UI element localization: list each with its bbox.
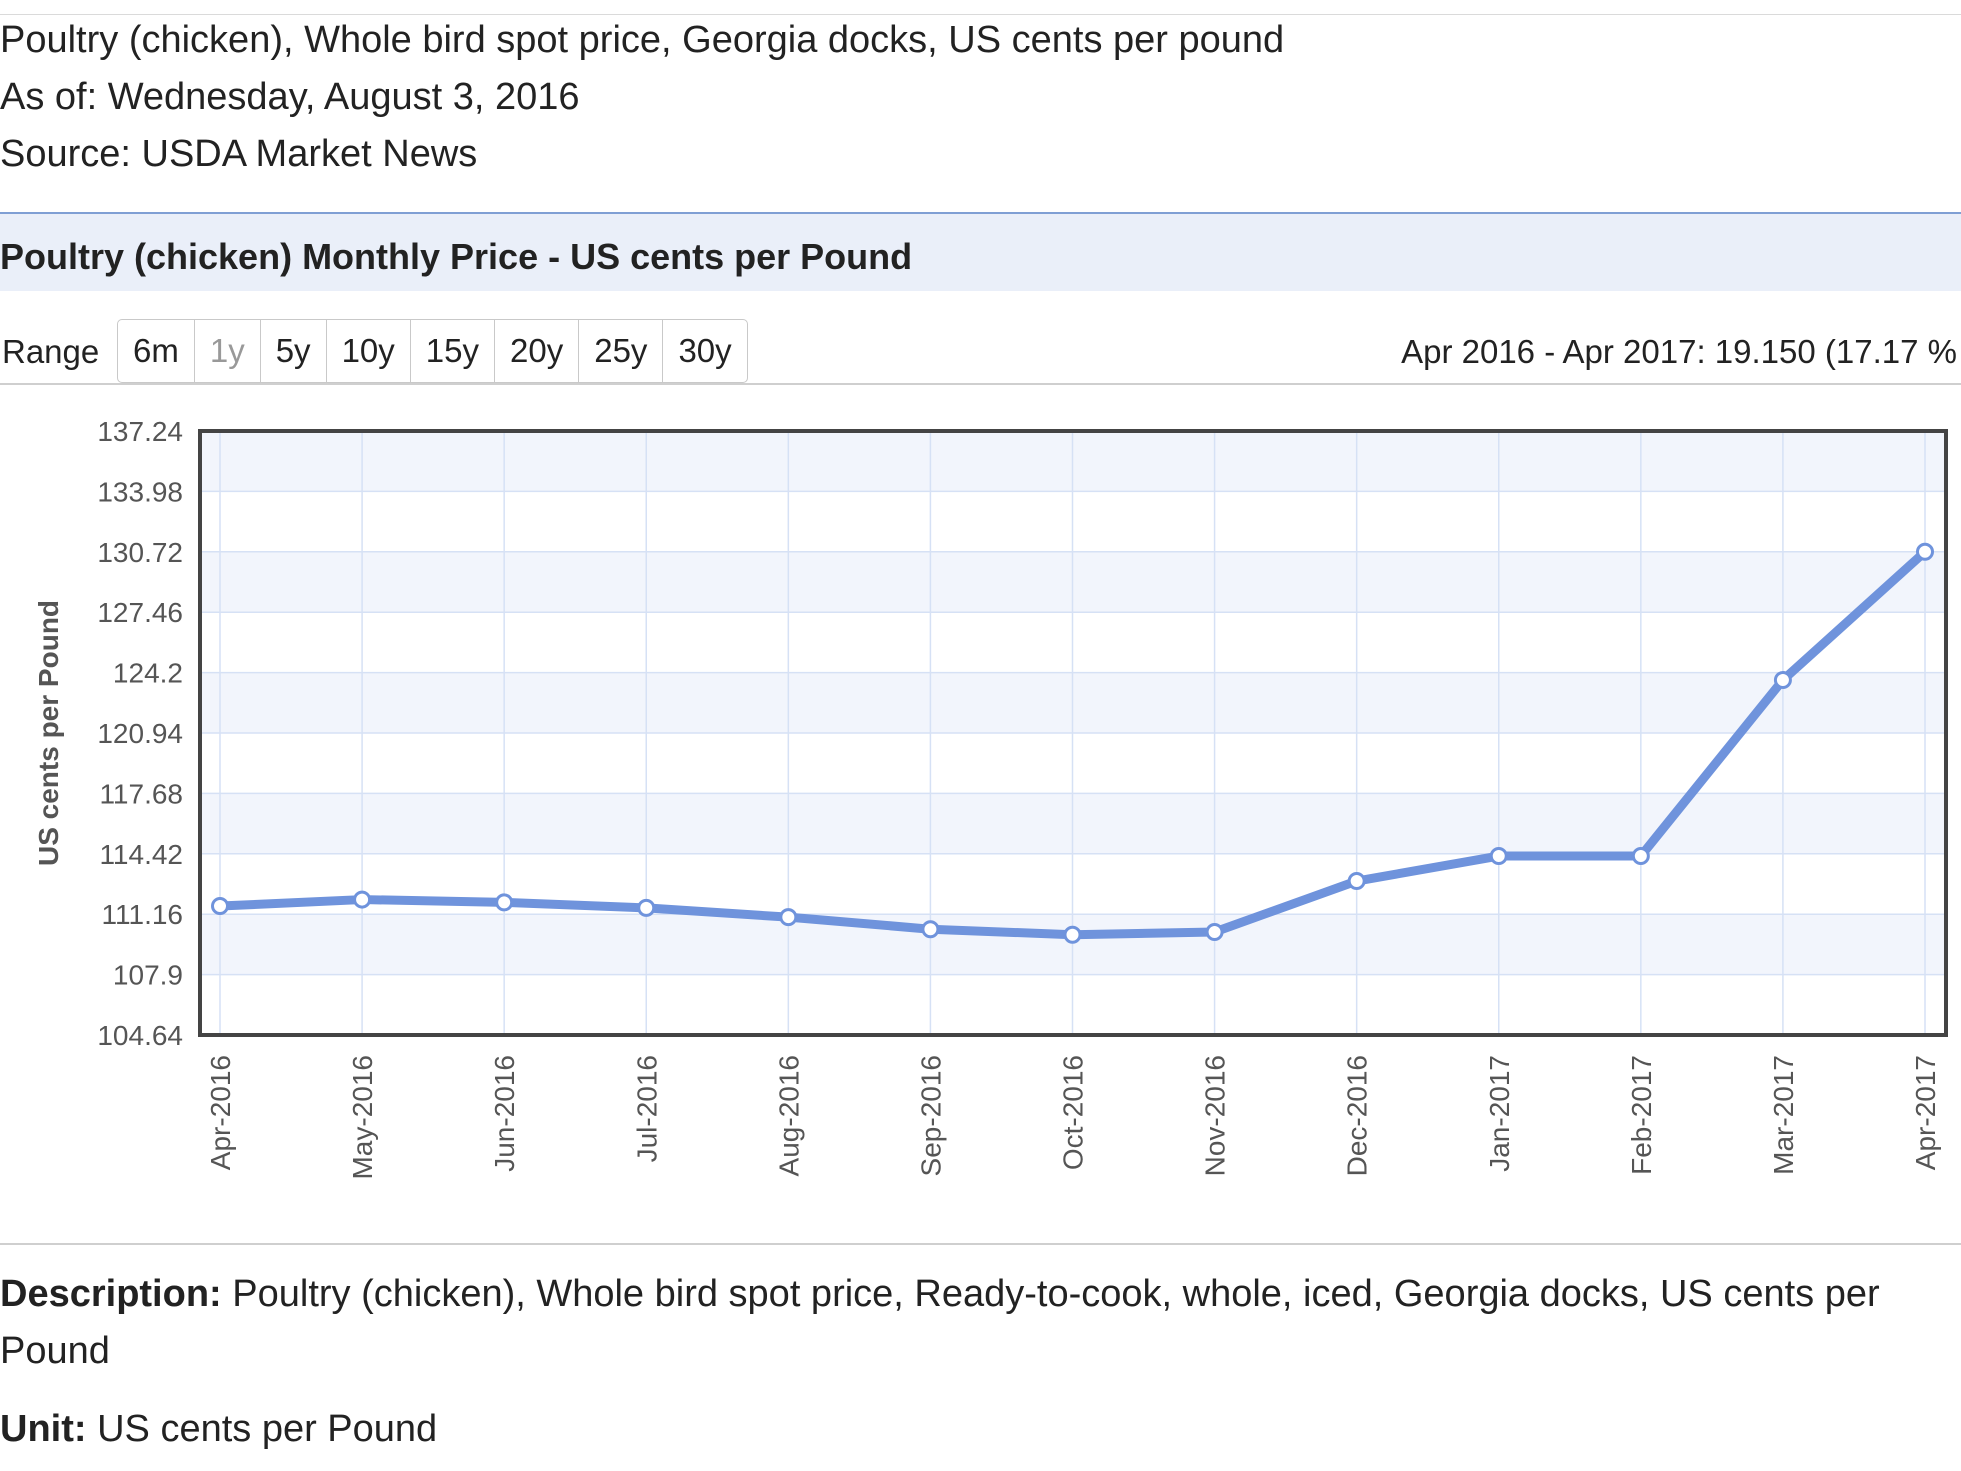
range-button-1y[interactable]: 1y [195, 320, 261, 382]
chart-title: Poultry (chicken) Monthly Price - US cen… [0, 236, 913, 277]
description-block: Description: Poultry (chicken), Whole bi… [0, 1266, 1950, 1380]
y-tick-label: 114.42 [99, 839, 183, 870]
series-title: Poultry (chicken), Whole bird spot price… [0, 19, 1285, 61]
x-tick-label: Apr-2016 [205, 1055, 236, 1170]
data-point [353, 890, 372, 909]
unit-text: US cents per Pound [97, 1408, 438, 1450]
plot-border [198, 429, 1948, 1037]
top-divider [0, 14, 1961, 15]
y-tick-label: 137.24 [97, 416, 183, 447]
x-tick-label: Dec-2016 [1342, 1055, 1373, 1176]
range-button-15y[interactable]: 15y [411, 320, 495, 382]
x-tick-label: Feb-2017 [1626, 1055, 1657, 1175]
x-tick-label: Nov-2016 [1200, 1055, 1231, 1176]
range-button-5y[interactable]: 5y [261, 320, 327, 382]
unit-label: Unit: [0, 1408, 87, 1450]
range-button-25y[interactable]: 25y [579, 320, 664, 382]
x-tick-label: Mar-2017 [1768, 1055, 1799, 1175]
data-point [1631, 847, 1650, 866]
chart-header-bar: Poultry (chicken) Monthly Price - US cen… [0, 212, 1961, 291]
data-point [1773, 671, 1792, 690]
chart-bottom-divider [0, 1243, 1961, 1245]
y-axis-title: US cents per Pound [33, 600, 64, 866]
range-change-summary: Apr 2016 - Apr 2017: 19.150 (17.17 % [1401, 333, 1957, 370]
data-point [495, 893, 514, 912]
unit-block: Unit: US cents per Pound [0, 1408, 437, 1451]
description-label: Description: [0, 1273, 222, 1315]
data-point [1063, 925, 1082, 944]
data-point [1347, 872, 1366, 891]
range-divider [0, 383, 1961, 385]
y-tick-label: 111.16 [102, 899, 183, 930]
x-tick-label: Jul-2016 [631, 1055, 662, 1162]
data-point [637, 898, 656, 917]
description-text: Poultry (chicken), Whole bird spot price… [0, 1273, 1880, 1372]
y-tick-label: 127.46 [97, 597, 183, 628]
range-button-6m[interactable]: 6m [118, 320, 195, 382]
y-tick-label: 133.98 [97, 476, 183, 507]
as-of-date: As of: Wednesday, August 3, 2016 [0, 76, 580, 118]
x-tick-label: Jun-2016 [489, 1055, 520, 1172]
y-tick-label: 130.72 [97, 537, 183, 568]
x-tick-label: Jan-2017 [1484, 1055, 1515, 1172]
y-tick-label: 120.94 [97, 718, 183, 749]
data-source: Source: USDA Market News [0, 133, 478, 175]
data-point [779, 908, 798, 927]
y-tick-label: 104.64 [97, 1020, 183, 1051]
range-button-30y[interactable]: 30y [678, 332, 732, 369]
range-selector: 6m 1y 5y 10y 15y 20y 25y 30y [117, 319, 748, 383]
x-tick-label: May-2016 [347, 1055, 378, 1180]
range-button-20y[interactable]: 20y [495, 320, 580, 382]
data-point [1205, 922, 1224, 941]
range-label: Range [2, 333, 100, 370]
x-tick-label: Apr-2017 [1910, 1055, 1941, 1170]
data-point [921, 920, 940, 939]
y-tick-label: 107.9 [113, 960, 183, 991]
x-tick-label: Sep-2016 [915, 1055, 946, 1176]
range-button-10y[interactable]: 10y [327, 320, 411, 382]
price-line-chart: 104.64 107.9 111.16 114.42 117.68 120.94 124.2… [33, 416, 1948, 1180]
x-tick-label: Oct-2016 [1058, 1055, 1089, 1170]
x-tick-label: Aug-2016 [773, 1055, 804, 1176]
data-point [211, 897, 229, 916]
data-point [1916, 542, 1934, 561]
data-point [1489, 847, 1508, 866]
y-tick-label: 124.2 [113, 658, 183, 689]
y-tick-label: 117.68 [99, 778, 183, 809]
